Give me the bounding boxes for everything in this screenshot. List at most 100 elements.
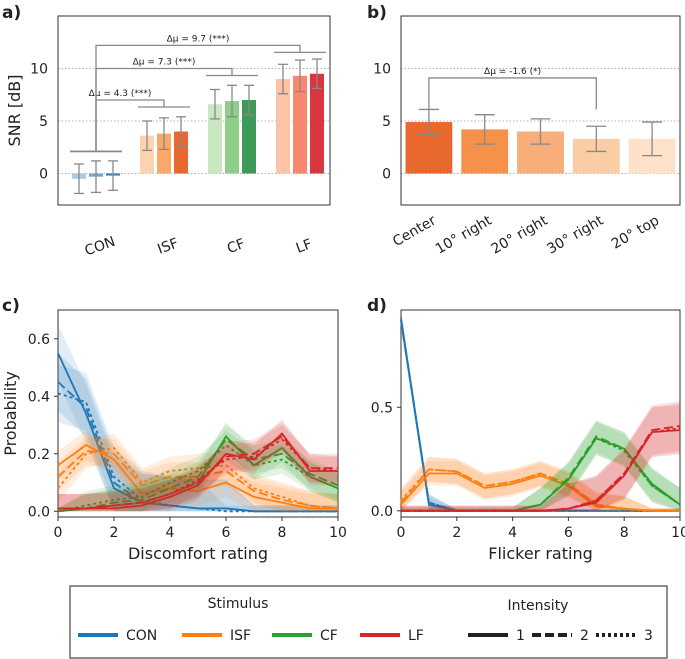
series-line-con-3 — [57, 392, 338, 513]
legend-frame — [69, 585, 668, 659]
y-tick-label: 0.0 — [28, 504, 50, 520]
x-tick-label: LF — [294, 236, 314, 256]
legend-title-intensity: Intensity — [508, 598, 569, 614]
confidence-band — [58, 353, 338, 512]
series-line-cf-3 — [57, 443, 339, 513]
series-line-isf-2 — [57, 449, 339, 510]
series-line-cf-2 — [57, 438, 339, 513]
bar — [208, 104, 222, 174]
bar — [276, 79, 290, 174]
panel-a: a) 0 5 10 SNR [dB] CON ISF CF LF Δμ = 4.3 (***) Δμ… — [2, 3, 331, 260]
y-tick-label: 0 — [382, 167, 391, 183]
y-tick-label: 10 — [373, 62, 391, 78]
axes-frame — [57, 15, 331, 206]
panel-c: c) 0.0 0.2 0.4 0.6 0 2 4 6 8 10 Discomfort rating Pr… — [1, 296, 347, 563]
series-line-isf-1 — [57, 444, 338, 510]
x-tick-label: 0 — [54, 525, 63, 541]
x-tick-label: 2 — [110, 525, 119, 541]
significance-bracket — [70, 99, 190, 153]
y-tick-label: 10 — [30, 62, 48, 78]
confidence-band — [401, 457, 680, 511]
axes-frame — [57, 309, 339, 518]
x-tick-label: 20° top — [609, 213, 662, 253]
panel-label-d: d) — [367, 296, 387, 316]
x-tick-label: 8 — [620, 525, 629, 541]
x-tick-label: 10° right — [433, 212, 495, 257]
panel-label-b: b) — [367, 3, 387, 23]
x-tick-label: ISF — [155, 235, 180, 257]
y-tick-label: 5 — [39, 114, 48, 130]
y-tick-label: 5 — [382, 114, 391, 130]
x-tick-label: 6 — [564, 525, 573, 541]
legend-label-intensity-1: 1 — [516, 628, 525, 644]
y-axis-label: Probability — [1, 371, 20, 456]
x-tick-label: 2 — [452, 525, 461, 541]
series-line-isf-3 — [400, 468, 680, 512]
confidence-band — [58, 430, 338, 512]
y-tick-label: 0.4 — [28, 389, 50, 405]
x-tick-label: 20° right — [489, 212, 551, 257]
x-tick-label: 8 — [278, 525, 287, 541]
confidence-band — [401, 405, 680, 511]
confidence-band — [58, 419, 338, 512]
legend: Stimulus Intensity CON ISF CF LF 1 2 3 — [69, 585, 668, 659]
x-tick-label: 4 — [508, 525, 517, 541]
axes-frame — [400, 309, 681, 518]
panel-label-a: a) — [2, 3, 21, 23]
series-line-cf-3 — [401, 437, 681, 512]
series-line-isf-3 — [57, 447, 339, 510]
series-line-lf-3 — [401, 427, 681, 512]
x-axis-label: Flicker rating — [488, 544, 593, 563]
bar — [242, 100, 256, 174]
significance-bracket — [428, 77, 597, 110]
y-tick-label: 0.2 — [28, 447, 50, 463]
bracket-label: Δμ = 7.3 (***) — [133, 58, 196, 68]
bracket-label: Δμ = 4.3 (***) — [89, 89, 152, 99]
x-tick-label: 4 — [166, 525, 175, 541]
bar — [310, 73, 324, 174]
series-line-con-3 — [400, 320, 680, 512]
confidence-band — [58, 364, 338, 512]
bar — [140, 135, 154, 174]
legend-label-intensity-3: 3 — [644, 628, 653, 644]
x-tick-label: Center — [390, 212, 439, 250]
confidence-band — [401, 401, 680, 511]
bar — [174, 131, 188, 174]
bracket-label: Δμ = -1.6 (*) — [484, 67, 541, 77]
legend-title-stimulus: Stimulus — [208, 596, 269, 612]
x-tick-label: 0 — [397, 525, 406, 541]
y-tick-label: 0.5 — [371, 400, 393, 416]
bar — [225, 101, 239, 174]
y-tick-label: 0.6 — [28, 332, 50, 348]
legend-label-lf: LF — [408, 628, 424, 644]
confidence-band — [401, 419, 680, 511]
confidence-band — [401, 457, 680, 511]
y-axis-label: SNR [dB] — [5, 75, 24, 147]
series-line-lf-2 — [58, 435, 338, 510]
y-tick-label: 0.0 — [371, 504, 393, 520]
x-tick-label: 10 — [671, 525, 685, 541]
y-tick-label: 0 — [39, 167, 48, 183]
bar — [157, 133, 171, 174]
confidence-band — [58, 430, 338, 512]
series-line-lf-1 — [58, 432, 338, 510]
x-axis-label: Discomfort rating — [128, 544, 268, 563]
legend-label-intensity-2: 2 — [580, 628, 589, 644]
confidence-band — [401, 403, 680, 511]
series-line-lf-3 — [58, 438, 339, 510]
legend-label-con: CON — [126, 628, 157, 644]
x-tick-label: CON — [83, 234, 118, 260]
axes-frame — [400, 15, 681, 206]
x-tick-label: CF — [225, 236, 247, 257]
bracket-label: Δμ = 9.7 (***) — [167, 34, 230, 44]
panel-d: d) 0.0 0.5 0 2 4 6 8 10 Flicker rating — [367, 296, 685, 563]
legend-label-cf: CF — [320, 628, 338, 644]
confidence-band — [401, 461, 680, 511]
x-tick-label: 10 — [329, 525, 347, 541]
x-tick-label: 6 — [222, 525, 231, 541]
panel-label-c: c) — [2, 296, 20, 316]
x-tick-label: 30° right — [544, 212, 606, 257]
legend-label-isf: ISF — [230, 628, 251, 644]
